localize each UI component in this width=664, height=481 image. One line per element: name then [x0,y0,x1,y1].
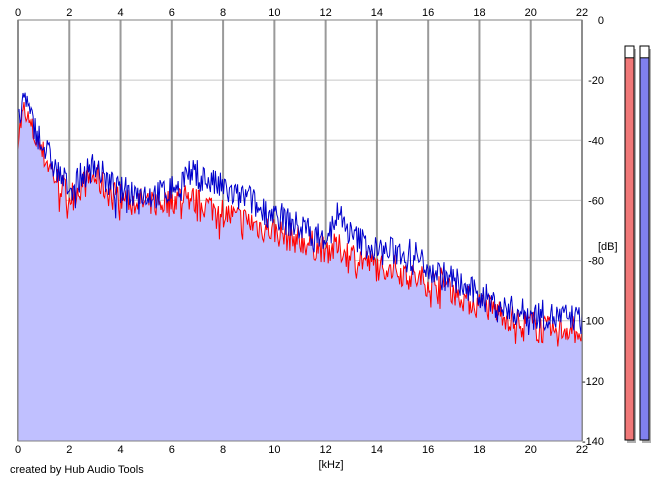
x-tick-label-top: 8 [220,7,226,19]
x-tick-label-bottom: 14 [371,444,383,456]
series-line-blue [17,92,583,336]
y-tick-label: -140 [582,436,604,448]
y-tick-label: -80 [588,256,604,268]
level-meter-right [639,57,650,441]
y-tick-label: -100 [582,316,604,328]
x-axis-label: [kHz] [318,459,343,471]
y-tick-label: -20 [588,75,604,87]
fill-layer [18,102,582,441]
y-tick-label: -40 [588,135,604,147]
x-tick-label-bottom: 4 [117,444,123,456]
x-tick-label-bottom: 8 [220,444,226,456]
x-tick-label-top: 6 [169,7,175,19]
x-tick-label-top: 16 [422,7,434,19]
y-tick-label: 0 [598,15,604,27]
x-tick-label-bottom: 20 [525,444,537,456]
frame-layer [17,19,583,442]
x-tick-label-bottom: 18 [473,444,485,456]
x-tick-label-top: 14 [371,7,383,19]
x-tick-label-top: 20 [525,7,537,19]
x-tick-label-bottom: 2 [66,444,72,456]
x-tick-label-top: 4 [117,7,123,19]
series-line-red [17,102,583,347]
x-tick-label-top: 22 [576,7,588,19]
level-meter-left [624,57,635,441]
x-tick-label-bottom: 0 [15,444,21,456]
x-tick-label-bottom: 22 [576,444,588,456]
plot-border [17,19,583,442]
level-meters [624,45,651,443]
spectrum-fill-area [18,102,582,441]
x-tick-label-top: 12 [320,7,332,19]
tick-layer: 002244668810101212141416161818202022220-… [15,7,604,456]
y-tick-label: -60 [588,195,604,207]
x-tick-label-top: 2 [66,7,72,19]
x-tick-label-bottom: 10 [268,444,280,456]
series-layer [17,92,583,347]
credit-text: created by Hub Audio Tools [10,464,144,476]
x-tick-label-bottom: 16 [422,444,434,456]
x-tick-label-bottom: 6 [169,444,175,456]
x-tick-label-top: 0 [15,7,21,19]
y-tick-label: -120 [582,376,604,388]
x-tick-label-top: 10 [268,7,280,19]
x-tick-label-top: 18 [473,7,485,19]
y-axis-label: [dB] [598,241,618,253]
x-tick-label-bottom: 12 [320,444,332,456]
